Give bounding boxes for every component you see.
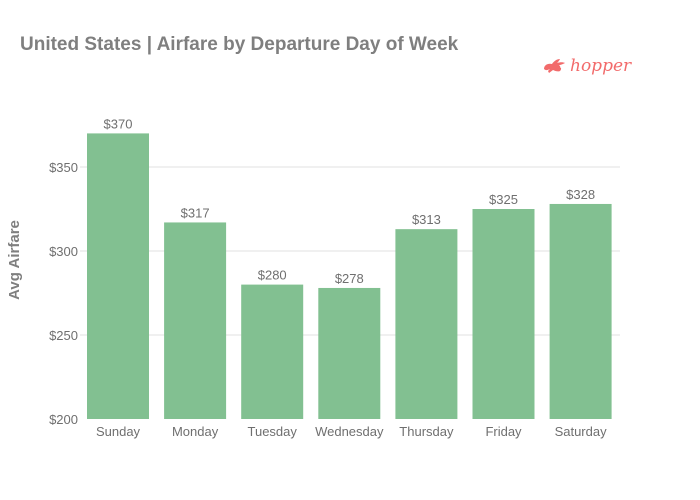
y-axis-title: Avg Airfare <box>6 220 23 300</box>
hopper-logo: hopper <box>540 55 631 77</box>
brand-name: hopper <box>570 56 632 76</box>
x-tick-label: Saturday <box>555 424 608 439</box>
x-tick-label: Tuesday <box>248 424 298 439</box>
x-axis-ticks: Sunday Monday Tuesday Wednesday Thursday Frid… <box>96 424 607 439</box>
y-tick-label: $300 <box>49 244 78 259</box>
y-axis-ticks: $200 $250 $300 $350 <box>49 160 78 427</box>
bar-wednesday[interactable] <box>318 287 381 419</box>
bar-data-labels: $370 $317 $280 $278 $313 $325 $328 <box>104 116 596 286</box>
x-tick-label: Monday <box>172 424 219 439</box>
bar-data-label: $325 <box>489 192 518 207</box>
bar-tuesday[interactable] <box>241 284 304 419</box>
bars <box>87 133 612 419</box>
bar-data-label: $328 <box>566 187 595 202</box>
bar-data-label: $317 <box>181 205 210 220</box>
rabbit-icon <box>544 59 565 73</box>
x-tick-label: Friday <box>485 424 522 439</box>
bar-thursday[interactable] <box>395 229 458 419</box>
y-tick-label: $250 <box>49 328 78 343</box>
bar-data-label: $313 <box>412 212 441 227</box>
y-tick-label: $350 <box>49 160 78 175</box>
bar-sunday[interactable] <box>87 133 149 419</box>
y-tick-label: $200 <box>49 412 78 427</box>
bar-data-label: $280 <box>258 268 287 283</box>
x-tick-label: Thursday <box>399 424 454 439</box>
x-tick-label: Wednesday <box>315 424 384 439</box>
bar-saturday[interactable] <box>549 203 612 419</box>
bar-data-label: $370 <box>104 116 133 131</box>
chart-title: United States | Airfare by Departure Day… <box>20 34 459 55</box>
bar-data-label: $278 <box>335 271 364 286</box>
bar-friday[interactable] <box>472 209 535 419</box>
x-tick-label: Sunday <box>96 424 141 439</box>
bar-monday[interactable] <box>164 222 227 419</box>
